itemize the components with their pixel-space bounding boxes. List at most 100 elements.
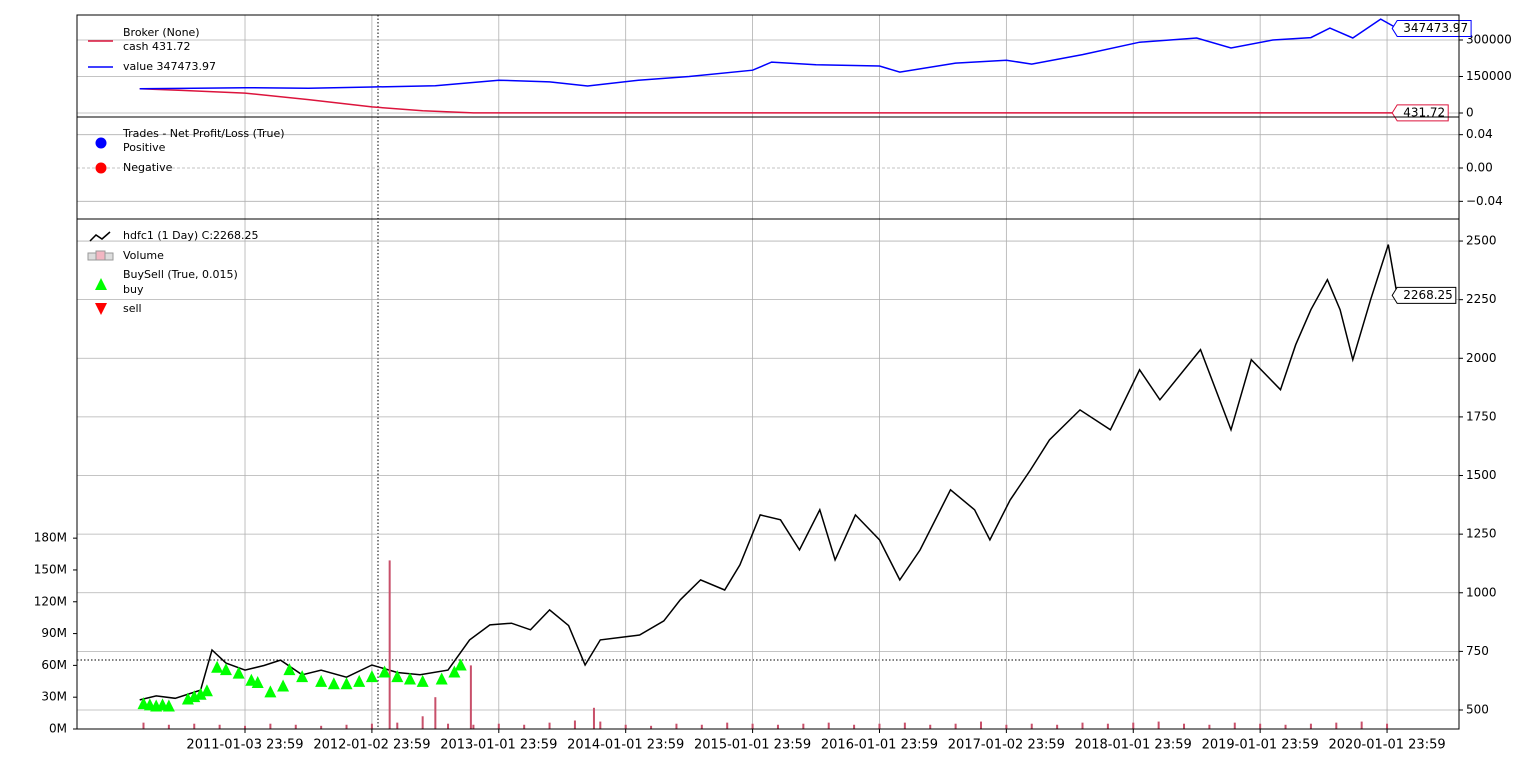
volume-bar (1005, 724, 1008, 729)
buysell-marker (327, 677, 340, 690)
y-tick-label: 2500 (1466, 234, 1497, 248)
legend-swatch (95, 250, 106, 261)
legend-swatch (95, 278, 107, 290)
buysell-marker (296, 670, 309, 683)
layer: 0 150000 300000 431.72 347473.97 0.04 0.00 −0.0… (34, 14, 1512, 753)
volume-bar (675, 723, 678, 729)
buysell-marker (194, 687, 207, 700)
buysell-marker (403, 672, 416, 685)
y2-tick-label: 120M (34, 594, 67, 608)
y-tick-label: 2250 (1466, 292, 1497, 306)
volume-bar (523, 724, 526, 729)
legend-swatch (95, 303, 107, 315)
volume-bar (1233, 722, 1236, 729)
volume-bar (700, 724, 703, 729)
y-tick-label: −0.04 (1466, 194, 1503, 208)
y2-tick-label: 30M (41, 690, 67, 704)
x-tick-label: 2011-01-03 23:59 (186, 738, 303, 753)
volume-bar (1030, 723, 1033, 729)
x-tick-label: 2018-01-01 23:59 (1075, 738, 1192, 753)
x-tick-label: 2020-01-01 23:59 (1328, 738, 1445, 753)
buysell-marker (277, 679, 290, 692)
x-tick-label: 2012-01-02 23:59 (313, 738, 430, 753)
legend-label: cash 431.72 (123, 40, 190, 53)
end-label-box (1391, 19, 1472, 37)
legend-label: buy (123, 283, 144, 296)
buysell-marker (264, 685, 277, 698)
y-tick-label: 1000 (1466, 585, 1497, 599)
volume-bar (979, 721, 982, 729)
buysell-marker (454, 658, 467, 671)
y-tick-label: 750 (1466, 644, 1489, 658)
y-tick-label: 0.04 (1466, 127, 1493, 141)
volume-bar (1309, 723, 1312, 729)
volume-bar (1157, 721, 1160, 729)
x-tick-label: 2019-01-01 23:59 (1202, 738, 1319, 753)
buysell-marker (378, 665, 391, 678)
volume-bar (776, 724, 779, 729)
x-tick-label: 2017-01-02 23:59 (948, 738, 1065, 753)
volume-bar (167, 724, 170, 729)
volume-bar (599, 721, 602, 729)
y2-tick-label: 150M (34, 562, 67, 576)
volume-bar (497, 723, 500, 729)
volume-bar (1259, 723, 1262, 729)
buysell-marker (340, 677, 353, 690)
volume-bar (1056, 724, 1059, 729)
legend-label: Negative (123, 161, 173, 174)
buysell-marker (353, 674, 366, 687)
legend-label: hdfc1 (1 Day) C:2268.25 (123, 229, 259, 242)
x-tick-label: 2014-01-01 23:59 (567, 738, 684, 753)
buysell-marker (315, 674, 328, 687)
buysell-marker (211, 660, 224, 673)
y-tick-label: 0.00 (1466, 161, 1493, 175)
volume-bar (929, 724, 932, 729)
volume-bar (1106, 723, 1109, 729)
buysell-marker (219, 663, 232, 676)
panel-frame (76, 218, 1460, 730)
volume-bar (592, 707, 595, 729)
volume-bar (320, 725, 323, 729)
buysell-marker (232, 666, 245, 679)
buysell-marker (283, 663, 296, 676)
volume-bar (903, 722, 906, 729)
volume-bar (726, 722, 729, 729)
volume-bar (1132, 722, 1135, 729)
volume-bar (878, 723, 881, 729)
volume-bar (573, 720, 576, 729)
volume-bar (1284, 724, 1287, 729)
y-tick-label: 1500 (1466, 468, 1497, 482)
y-tick-label: 2000 (1466, 351, 1497, 365)
series-line (139, 87, 1398, 114)
volume-bar (345, 724, 348, 729)
volume-bar (751, 723, 754, 729)
volume-bar (1335, 722, 1338, 729)
volume-bar (954, 723, 957, 729)
volume-bar (853, 724, 856, 729)
buysell-marker (435, 672, 448, 685)
buysell-marker (162, 699, 175, 712)
y-tick-label: 300000 (1466, 32, 1512, 46)
buysell-marker (365, 670, 378, 683)
legend-swatch (95, 137, 107, 149)
volume-bar (218, 724, 221, 729)
end-label: 347473.97 (1403, 21, 1468, 35)
volume-bar (802, 723, 805, 729)
volume-bar (548, 722, 551, 729)
y-tick-label: 1250 (1466, 527, 1497, 541)
series-line (139, 18, 1398, 90)
y2-tick-label: 180M (34, 531, 67, 545)
legend-swatch (95, 162, 107, 174)
panel-frame (76, 14, 1460, 118)
buysell-marker (245, 673, 258, 686)
end-label: 2268.25 (1403, 288, 1453, 302)
buysell-marker (416, 674, 429, 687)
volume-bar (396, 722, 399, 729)
y2-tick-label: 60M (41, 658, 67, 672)
volume-bar (294, 724, 297, 729)
x-tick-label: 2015-01-01 23:59 (694, 738, 811, 753)
volume-bar (1208, 724, 1211, 729)
legend-label: Positive (123, 141, 166, 154)
volume-bar (142, 722, 145, 729)
y-tick-label: 500 (1466, 703, 1489, 717)
